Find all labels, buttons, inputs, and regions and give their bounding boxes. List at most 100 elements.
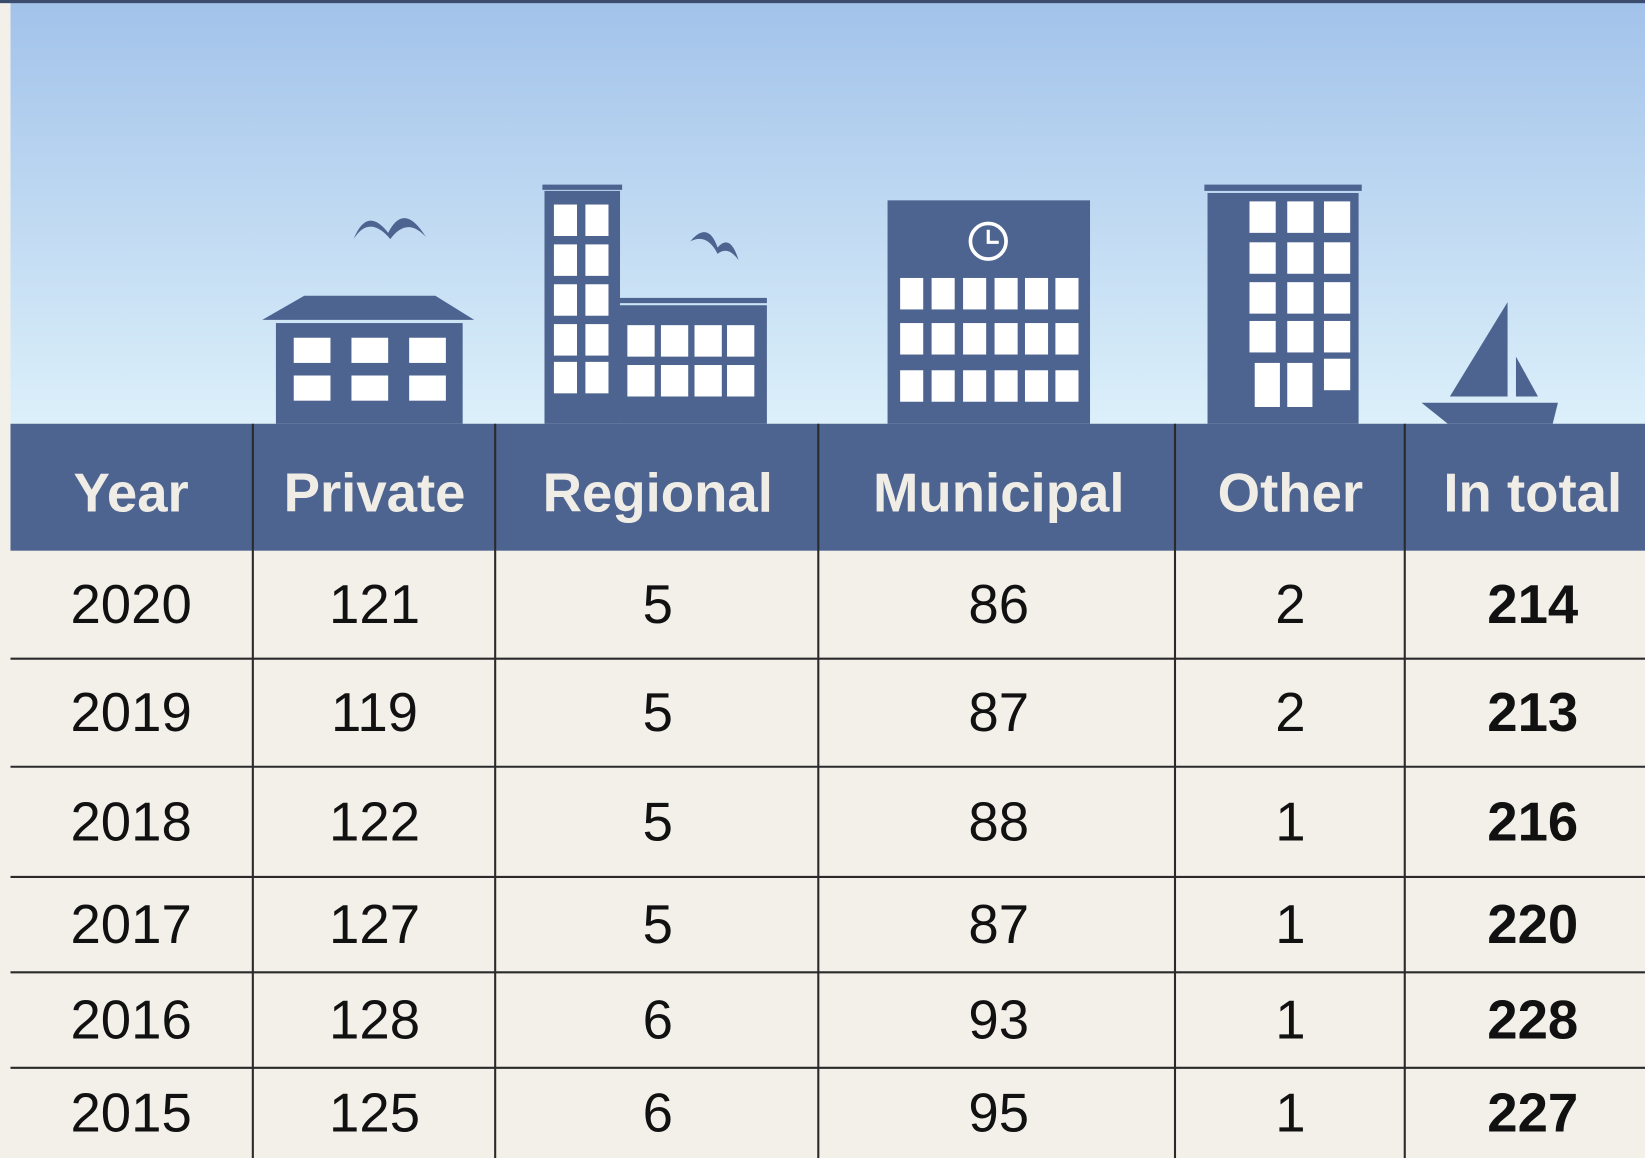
window: [694, 325, 722, 357]
window: [553, 361, 578, 394]
window: [1287, 320, 1314, 353]
house-roof: [262, 295, 475, 320]
cell: 1: [1275, 990, 1305, 1051]
window: [1323, 282, 1351, 314]
cell: 1: [1275, 1082, 1305, 1143]
window: [585, 204, 609, 237]
window: [1024, 323, 1049, 355]
bird: [353, 218, 426, 240]
low-building: [620, 305, 767, 424]
window: [1024, 370, 1049, 402]
bird: [690, 232, 739, 261]
cell: 6: [643, 1082, 673, 1143]
window: [1287, 282, 1314, 314]
header-cell: In total: [1443, 462, 1622, 523]
cell: 2018: [70, 791, 191, 852]
total-cell: 227: [1487, 1082, 1578, 1143]
window: [1323, 358, 1351, 391]
window: [963, 370, 987, 402]
window: [1055, 323, 1079, 355]
cell: 5: [643, 894, 673, 955]
grid: [10, 423, 1645, 1158]
window: [900, 370, 924, 402]
window: [585, 361, 609, 394]
cell: 2016: [70, 990, 191, 1051]
window: [963, 323, 987, 355]
window: [1254, 362, 1280, 407]
window: [553, 284, 578, 316]
window: [994, 370, 1018, 402]
cell: 5: [643, 791, 673, 852]
cell: 5: [643, 574, 673, 635]
tower-top: [542, 184, 623, 190]
cell: 6: [643, 990, 673, 1051]
cell: 87: [968, 894, 1029, 955]
window: [900, 277, 924, 310]
window: [994, 277, 1018, 310]
top-border: [0, 0, 1645, 4]
cell: 93: [968, 990, 1029, 1051]
window: [1249, 282, 1276, 314]
header-cell: Year: [74, 462, 189, 523]
window: [351, 375, 389, 401]
cell: 122: [329, 791, 420, 852]
window: [1249, 320, 1276, 353]
window: [1055, 370, 1079, 402]
window: [351, 337, 389, 363]
window: [1055, 277, 1079, 310]
cell: 119: [331, 682, 418, 743]
window: [627, 365, 655, 397]
low-top: [620, 297, 767, 304]
window: [660, 365, 689, 397]
sail: [1515, 356, 1538, 397]
cell: 128: [329, 990, 420, 1051]
cell: 2020: [70, 574, 191, 635]
cell: 2017: [70, 894, 191, 955]
cell: 127: [329, 894, 420, 955]
header-cell: Regional: [543, 462, 773, 523]
total-cell: 216: [1487, 791, 1578, 852]
header-cell: Other: [1218, 462, 1363, 523]
window: [1249, 201, 1276, 233]
window: [1323, 242, 1351, 274]
tower-top: [1204, 184, 1362, 191]
window: [1287, 201, 1314, 233]
window: [1287, 242, 1314, 274]
window: [727, 325, 755, 357]
window: [409, 375, 446, 401]
header-cell: Private: [284, 462, 466, 523]
total-cell: 220: [1487, 894, 1578, 955]
total-cell: 214: [1487, 574, 1579, 635]
window: [727, 365, 755, 397]
window: [1323, 320, 1351, 353]
window: [694, 365, 722, 397]
cell: 125: [329, 1082, 420, 1143]
cell: 1: [1275, 894, 1305, 955]
window: [1323, 201, 1351, 233]
window: [585, 324, 609, 356]
clock: [968, 221, 1008, 261]
cell: 121: [329, 574, 420, 635]
total-cell: 213: [1487, 682, 1578, 743]
window: [553, 244, 578, 276]
cell: 5: [643, 682, 673, 743]
window: [553, 324, 578, 356]
window: [1024, 277, 1049, 310]
window: [931, 323, 955, 355]
window: [585, 284, 609, 316]
window: [1287, 362, 1313, 407]
window: [1249, 242, 1276, 274]
window: [963, 277, 987, 310]
cell: 2015: [70, 1082, 191, 1143]
header-cell: Municipal: [873, 462, 1124, 523]
cell: 88: [968, 791, 1029, 852]
window: [293, 337, 331, 363]
windows: [293, 201, 1351, 407]
cell: 87: [968, 682, 1029, 743]
window: [660, 325, 689, 357]
total-cell: 228: [1487, 990, 1578, 1051]
cell: 86: [968, 574, 1029, 635]
window: [293, 375, 331, 401]
sky: [10, 0, 1645, 424]
